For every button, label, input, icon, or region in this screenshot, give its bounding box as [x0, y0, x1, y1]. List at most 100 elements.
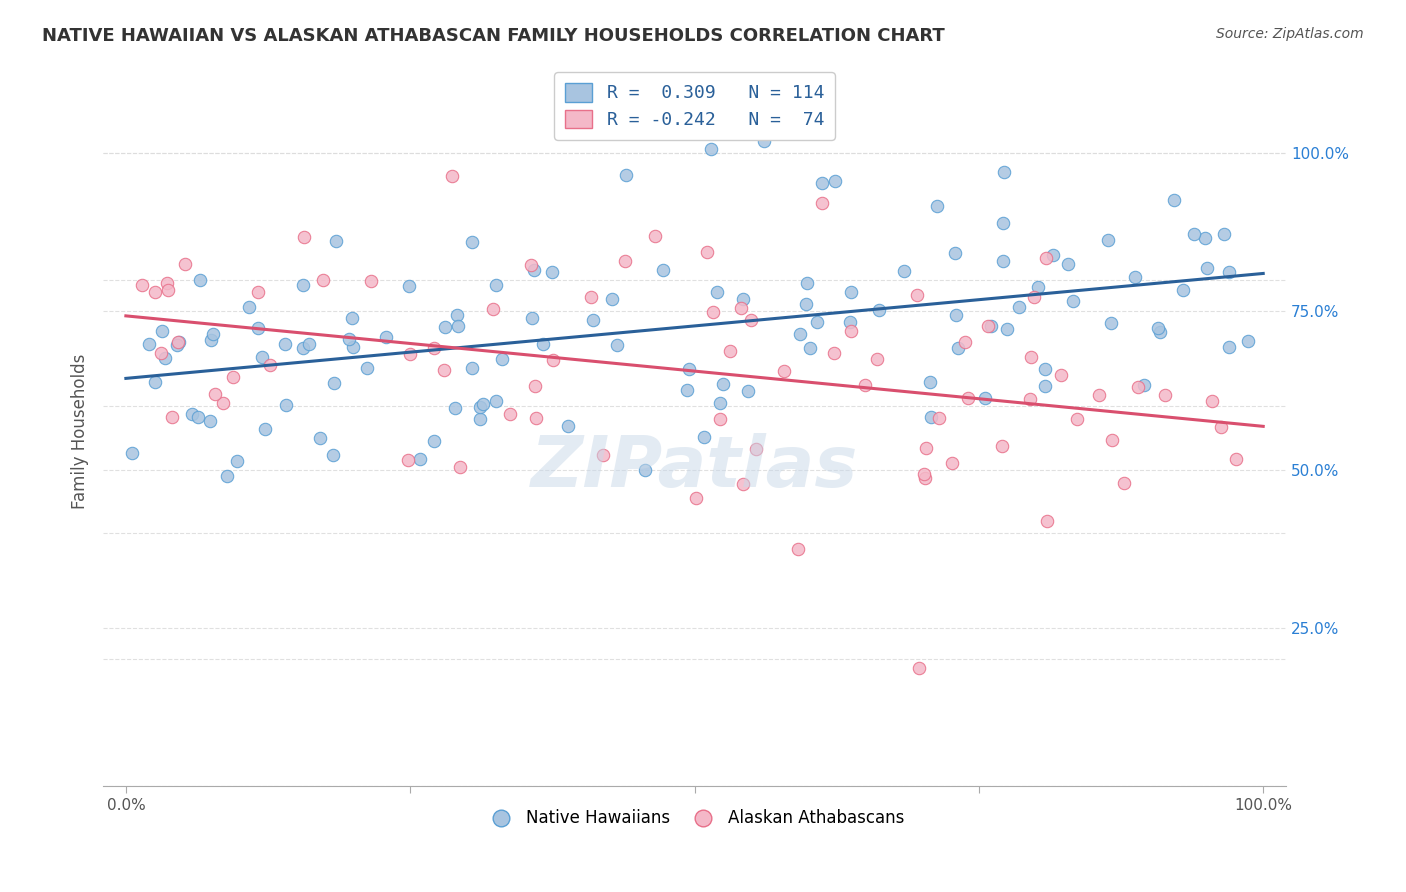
Point [226, 454, 249, 468]
Point [166, 338, 188, 352]
Point [991, 216, 1014, 230]
Point [1173, 283, 1195, 297]
Point [167, 334, 190, 349]
Point [1218, 265, 1240, 279]
Point [1088, 388, 1111, 402]
Point [824, 174, 846, 188]
Point [754, 134, 776, 148]
Point [433, 362, 456, 376]
Point [1209, 420, 1232, 434]
Point [920, 410, 942, 425]
Point [1237, 334, 1260, 348]
Point [941, 456, 963, 470]
Point [375, 330, 398, 344]
Point [491, 351, 513, 366]
Point [730, 301, 752, 315]
Point [838, 315, 860, 329]
Point [1097, 233, 1119, 247]
Point [143, 375, 166, 389]
Point [1163, 193, 1185, 207]
Point [1225, 451, 1247, 466]
Point [188, 273, 211, 287]
Point [696, 244, 718, 259]
Point [323, 376, 346, 391]
Point [360, 273, 382, 287]
Point [925, 199, 948, 213]
Point [444, 401, 467, 416]
Point [853, 378, 876, 392]
Point [1147, 321, 1170, 335]
Point [523, 379, 546, 393]
Y-axis label: Family Households: Family Households [72, 354, 89, 509]
Point [522, 262, 544, 277]
Point [990, 439, 1012, 453]
Point [1033, 362, 1056, 376]
Point [292, 278, 315, 293]
Point [1026, 280, 1049, 294]
Point [342, 340, 364, 354]
Point [246, 285, 269, 299]
Point [1201, 393, 1223, 408]
Point [409, 451, 432, 466]
Point [273, 336, 295, 351]
Point [796, 276, 818, 290]
Point [202, 326, 225, 341]
Point [928, 410, 950, 425]
Point [945, 308, 967, 322]
Point [997, 322, 1019, 336]
Text: ZIPatlas: ZIPatlas [531, 433, 858, 501]
Point [893, 264, 915, 278]
Point [246, 321, 269, 335]
Point [1197, 261, 1219, 276]
Point [1153, 387, 1175, 401]
Point [810, 176, 832, 190]
Point [131, 277, 153, 292]
Point [470, 412, 492, 426]
Point [799, 341, 821, 355]
Point [839, 324, 862, 338]
Point [173, 257, 195, 271]
Point [356, 360, 378, 375]
Point [399, 347, 422, 361]
Point [693, 429, 716, 443]
Point [1050, 368, 1073, 382]
Point [600, 292, 623, 306]
Legend: Native Hawaiians, Alaskan Athabascans: Native Hawaiians, Alaskan Athabascans [478, 803, 911, 834]
Point [794, 296, 817, 310]
Point [1036, 514, 1059, 528]
Point [461, 235, 484, 249]
Point [918, 375, 941, 389]
Point [157, 283, 180, 297]
Point [434, 320, 457, 334]
Point [340, 310, 363, 325]
Point [143, 285, 166, 300]
Point [531, 336, 554, 351]
Text: NATIVE HAWAIIAN VS ALASKAN ATHABASCAN FAMILY HOUSEHOLDS CORRELATION CHART: NATIVE HAWAIIAN VS ALASKAN ATHABASCAN FA… [42, 27, 945, 45]
Point [1035, 251, 1057, 265]
Point [472, 397, 495, 411]
Point [1022, 290, 1045, 304]
Point [215, 469, 238, 483]
Point [520, 310, 543, 325]
Point [810, 196, 832, 211]
Point [993, 164, 1015, 178]
Point [153, 351, 176, 365]
Point [806, 315, 828, 329]
Point [138, 337, 160, 351]
Point [449, 459, 471, 474]
Point [308, 431, 330, 445]
Point [1149, 325, 1171, 339]
Point [181, 407, 204, 421]
Point [337, 332, 360, 346]
Point [700, 142, 723, 156]
Point [678, 362, 700, 376]
Point [1033, 379, 1056, 393]
Point [868, 303, 890, 318]
Point [706, 285, 728, 299]
Point [718, 343, 741, 358]
Point [907, 288, 929, 302]
Point [948, 341, 970, 355]
Point [579, 290, 602, 304]
Point [149, 345, 172, 359]
Point [652, 263, 675, 277]
